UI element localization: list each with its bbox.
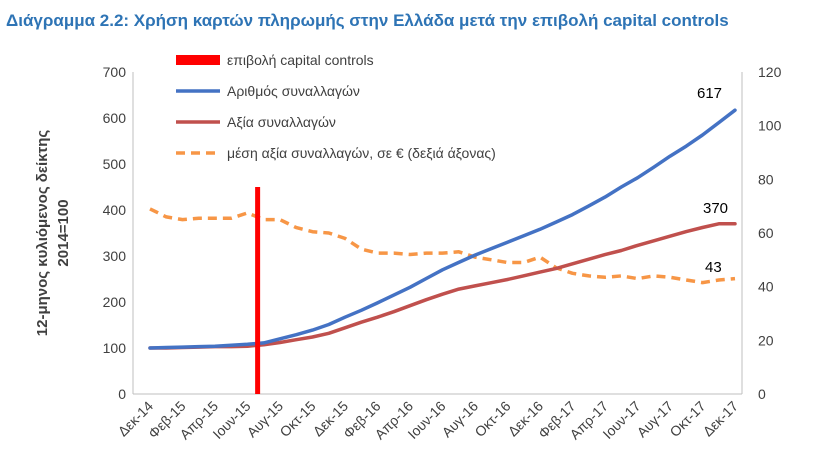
left-tick-label: 0 — [118, 386, 126, 402]
right-axis-ticks: 0 20 40 60 80 100 120 — [758, 64, 782, 402]
x-tick-label: Αυγ-15 — [244, 398, 287, 441]
chart-title: Διάγραμμα 2.2: Χρήση καρτών πληρωμής στη… — [6, 11, 729, 30]
right-tick-label: 80 — [758, 171, 774, 187]
x-tick-label: Οκτ-15 — [276, 398, 318, 440]
right-tick-label: 40 — [758, 279, 774, 295]
y-axis-label-line1: 12-μηνος κυλιόμενος δείκτης — [34, 130, 51, 337]
left-tick-label: 400 — [103, 202, 127, 218]
axes — [132, 72, 743, 395]
legend-label-0: επιβολή capital controls — [227, 52, 374, 68]
x-tick-label: Οκτ-17 — [666, 398, 708, 440]
end-label-1: 617 — [697, 85, 722, 102]
left-tick-label: 100 — [103, 340, 127, 356]
x-axis-ticks: Δεκ-14Φεβ-15Απρ-15Ιουν-15Αυγ-15Οκτ-15Δεκ… — [115, 398, 742, 443]
right-tick-label: 100 — [758, 118, 782, 134]
left-axis-ticks: 0 100 200 300 400 500 600 700 — [103, 64, 127, 402]
right-tick-label: 0 — [758, 386, 766, 402]
series-line-2 — [148, 222, 737, 350]
y-axis-label: 12-μηνος κυλιόμενος δείκτης 2014=100 — [34, 130, 72, 337]
series-line-1 — [148, 108, 737, 350]
y-axis-label-line2: 2014=100 — [55, 199, 72, 266]
left-tick-label: 500 — [103, 156, 127, 172]
series-layer — [148, 108, 737, 350]
legend-label-2: Αξία συναλλαγών — [227, 114, 336, 130]
left-tick-label: 300 — [103, 248, 127, 264]
end-labels: 617 370 43 — [697, 85, 728, 276]
legend-label-1: Αριθμός συναλλαγών — [227, 83, 360, 99]
end-label-2: 370 — [703, 200, 728, 217]
right-tick-label: 120 — [758, 64, 782, 80]
left-tick-label: 200 — [103, 294, 127, 310]
legend-label-3: μέση αξία συναλλαγών, σε € (δεξιά άξονας… — [227, 145, 496, 161]
legend-swatch-vline — [176, 55, 220, 65]
left-tick-label: 600 — [103, 110, 127, 126]
x-tick-label: Οκτ-16 — [471, 398, 513, 440]
left-tick-label: 700 — [103, 64, 127, 80]
right-tick-label: 20 — [758, 332, 774, 348]
series-line-3 — [149, 207, 736, 285]
x-tick-label: Δεκ-17 — [700, 398, 742, 440]
end-label-3: 43 — [705, 259, 722, 276]
x-tick-label: Αυγ-16 — [439, 398, 482, 441]
legend: επιβολή capital controls Αριθμός συναλλαγ… — [176, 52, 496, 161]
right-tick-label: 60 — [758, 225, 774, 241]
x-tick-label: Αυγ-17 — [634, 398, 677, 441]
